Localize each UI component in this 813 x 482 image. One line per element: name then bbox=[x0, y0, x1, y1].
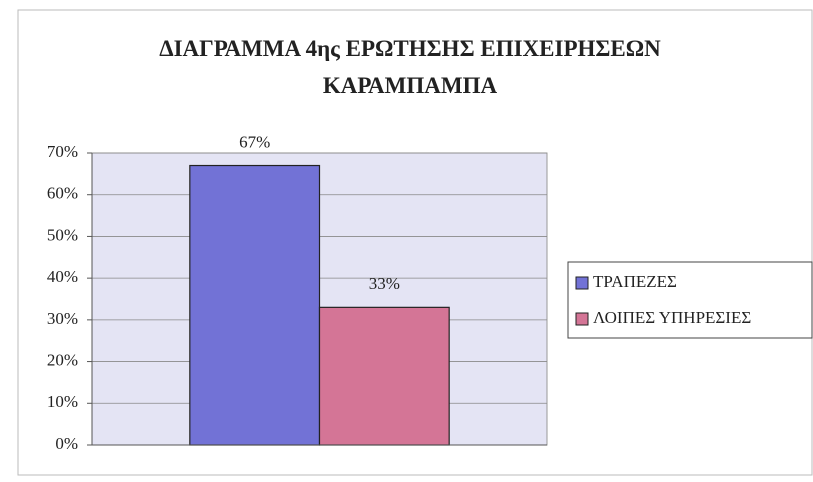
value-label: 67% bbox=[239, 132, 270, 151]
y-tick-label: 40% bbox=[47, 267, 78, 286]
y-tick-label: 30% bbox=[47, 309, 78, 328]
y-tick-label: 60% bbox=[47, 184, 78, 203]
y-tick-label: 70% bbox=[47, 142, 78, 161]
y-tick-label: 10% bbox=[47, 392, 78, 411]
chart-border bbox=[17, 9, 813, 476]
chart-title: ΔΙΑΓΡΑΜΜΑ 4ης ΕΡΩΤΗΣΗΣ ΕΠΙΧΕΙΡΗΣΕΩΝ ΚΑΡΑ… bbox=[159, 36, 661, 98]
legend-label: ΛΟΙΠΕΣ ΥΠΗΡΕΣΙΕΣ bbox=[593, 308, 751, 327]
legend-label: ΤΡΑΠΕΖΕΣ bbox=[593, 272, 677, 291]
y-tick-label: 0% bbox=[55, 434, 78, 453]
value-label: 33% bbox=[369, 274, 400, 293]
legend-swatch bbox=[575, 276, 589, 290]
bar bbox=[318, 306, 450, 446]
legend bbox=[567, 261, 813, 339]
bar bbox=[189, 164, 321, 446]
legend-swatch bbox=[575, 312, 589, 326]
y-tick-label: 50% bbox=[47, 225, 78, 244]
y-tick-label: 20% bbox=[47, 350, 78, 369]
